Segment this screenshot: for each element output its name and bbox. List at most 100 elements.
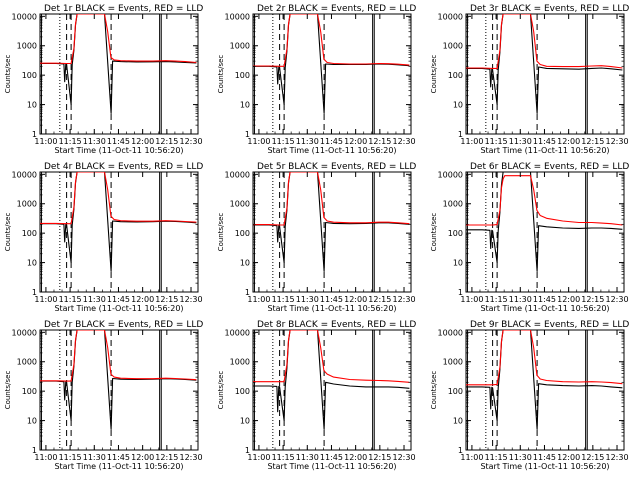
x-tick-label: 12:15 — [368, 453, 391, 462]
chart-panel: Det 4r BLACK = Events, RED = LLD 1 10 100 10… — [4, 162, 203, 313]
x-tick-label: 11:15 — [485, 295, 508, 304]
y-tick-label: 10000 — [225, 12, 250, 21]
x-tick-label: 12:15 — [581, 453, 604, 462]
y-tick-label: 100 — [448, 71, 463, 80]
x-tick-label: 12:00 — [557, 295, 580, 304]
x-tick-label: 11:30 — [83, 295, 106, 304]
x-tick-label: 11:15 — [272, 137, 295, 146]
x-tick-label: 12:15 — [155, 453, 178, 462]
y-tick-label: 100 — [22, 229, 37, 238]
x-tick-label: 11:00 — [460, 453, 483, 462]
x-tick-label: 11:00 — [460, 295, 483, 304]
x-axis-title: Start Time (11-Oct-11 10:56:20) — [480, 304, 609, 313]
x-tick-label: 11:00 — [34, 137, 57, 146]
x-tick-label: 12:30 — [392, 137, 415, 146]
chart-panel: Det 2r BLACK = Events, RED = LLD 1 10 100 10… — [217, 4, 416, 155]
x-tick-label: 11:45 — [107, 453, 130, 462]
y-tick-label: 1000 — [443, 200, 463, 209]
y-tick-label: 1000 — [443, 42, 463, 51]
y-axis-title: Counts/sec — [217, 213, 225, 252]
chart-title: Det 7r BLACK = Events, RED = LLD — [44, 320, 203, 330]
x-axis-title: Start Time (11-Oct-11 10:56:20) — [54, 304, 183, 313]
y-tick-label: 100 — [235, 71, 250, 80]
lld-series-line — [40, 330, 197, 382]
x-tick-label: 12:30 — [392, 453, 415, 462]
plot-area — [253, 172, 410, 292]
plot-area — [40, 172, 197, 292]
plot-area — [253, 14, 410, 134]
y-tick-label: 10000 — [438, 12, 463, 21]
x-tick-label: 11:45 — [533, 453, 556, 462]
x-tick-label: 11:30 — [509, 295, 532, 304]
chart-panel: Det 3r BLACK = Events, RED = LLD 1 10 100 10… — [430, 4, 629, 155]
events-series-line — [40, 14, 197, 114]
x-tick-label: 11:15 — [485, 453, 508, 462]
x-tick-label: 12:00 — [344, 295, 367, 304]
plot-area — [466, 172, 623, 292]
x-tick-label: 11:30 — [509, 137, 532, 146]
chart-title: Det 9r BLACK = Events, RED = LLD — [470, 320, 629, 330]
x-tick-label: 12:15 — [581, 295, 604, 304]
y-tick-label: 1 — [32, 446, 37, 455]
x-tick-label: 12:30 — [179, 295, 202, 304]
chart-panel: Det 9r BLACK = Events, RED = LLD 1 10 100 10… — [430, 320, 629, 471]
x-axis-title: Start Time (11-Oct-11 10:56:20) — [480, 146, 609, 155]
x-tick-label: 11:00 — [34, 295, 57, 304]
y-tick-label: 100 — [448, 229, 463, 238]
x-tick-label: 12:00 — [131, 137, 154, 146]
x-tick-label: 11:45 — [533, 295, 556, 304]
y-tick-label: 1 — [245, 446, 250, 455]
y-tick-label: 100 — [235, 229, 250, 238]
x-tick-label: 12:15 — [155, 137, 178, 146]
x-tick-label: 12:15 — [581, 137, 604, 146]
y-axis-title: Counts/sec — [430, 55, 438, 94]
x-tick-label: 12:30 — [605, 453, 628, 462]
y-axis-title: Counts/sec — [4, 55, 12, 94]
y-tick-label: 1 — [32, 130, 37, 139]
plot-area — [253, 330, 410, 450]
y-axis-title: Counts/sec — [430, 213, 438, 252]
y-tick-label: 1 — [32, 288, 37, 297]
lld-series-line — [466, 14, 623, 69]
y-tick-label: 1000 — [230, 200, 250, 209]
x-tick-label: 12:00 — [557, 137, 580, 146]
x-tick-label: 11:00 — [460, 137, 483, 146]
x-tick-label: 11:30 — [509, 453, 532, 462]
y-tick-label: 10000 — [438, 328, 463, 337]
y-tick-label: 10000 — [12, 170, 37, 179]
y-axis-title: Counts/sec — [217, 371, 225, 410]
y-tick-label: 100 — [22, 387, 37, 396]
x-tick-label: 11:15 — [272, 295, 295, 304]
y-axis-title: Counts/sec — [430, 371, 438, 410]
x-tick-label: 11:30 — [83, 137, 106, 146]
x-tick-label: 12:00 — [131, 295, 154, 304]
y-tick-label: 10000 — [438, 170, 463, 179]
chart-panel: Det 5r BLACK = Events, RED = LLD 1 10 100 10… — [217, 162, 416, 313]
x-tick-label: 11:30 — [296, 295, 319, 304]
x-tick-label: 11:45 — [320, 453, 343, 462]
x-tick-label: 11:00 — [247, 453, 270, 462]
y-tick-label: 1000 — [17, 358, 37, 367]
events-series-line — [253, 330, 410, 430]
x-tick-label: 12:30 — [392, 295, 415, 304]
y-tick-label: 1 — [458, 446, 463, 455]
x-tick-label: 12:30 — [179, 137, 202, 146]
y-tick-label: 1000 — [230, 358, 250, 367]
chart-panel: Det 7r BLACK = Events, RED = LLD 1 10 100 10… — [4, 320, 203, 471]
x-tick-label: 11:00 — [34, 453, 57, 462]
events-series-line — [466, 14, 623, 114]
plot-area — [40, 330, 197, 450]
y-tick-label: 10 — [240, 259, 250, 268]
y-tick-label: 10 — [27, 259, 37, 268]
chart-title: Det 8r BLACK = Events, RED = LLD — [257, 320, 416, 330]
y-tick-label: 1 — [245, 288, 250, 297]
events-series-line — [466, 330, 623, 430]
plot-frame — [39, 329, 199, 451]
x-tick-label: 11:30 — [296, 137, 319, 146]
y-axis-title: Counts/sec — [4, 213, 12, 252]
chart-title: Det 5r BLACK = Events, RED = LLD — [257, 162, 416, 172]
y-tick-label: 10 — [453, 259, 463, 268]
y-tick-label: 1000 — [17, 42, 37, 51]
y-tick-label: 10 — [27, 417, 37, 426]
